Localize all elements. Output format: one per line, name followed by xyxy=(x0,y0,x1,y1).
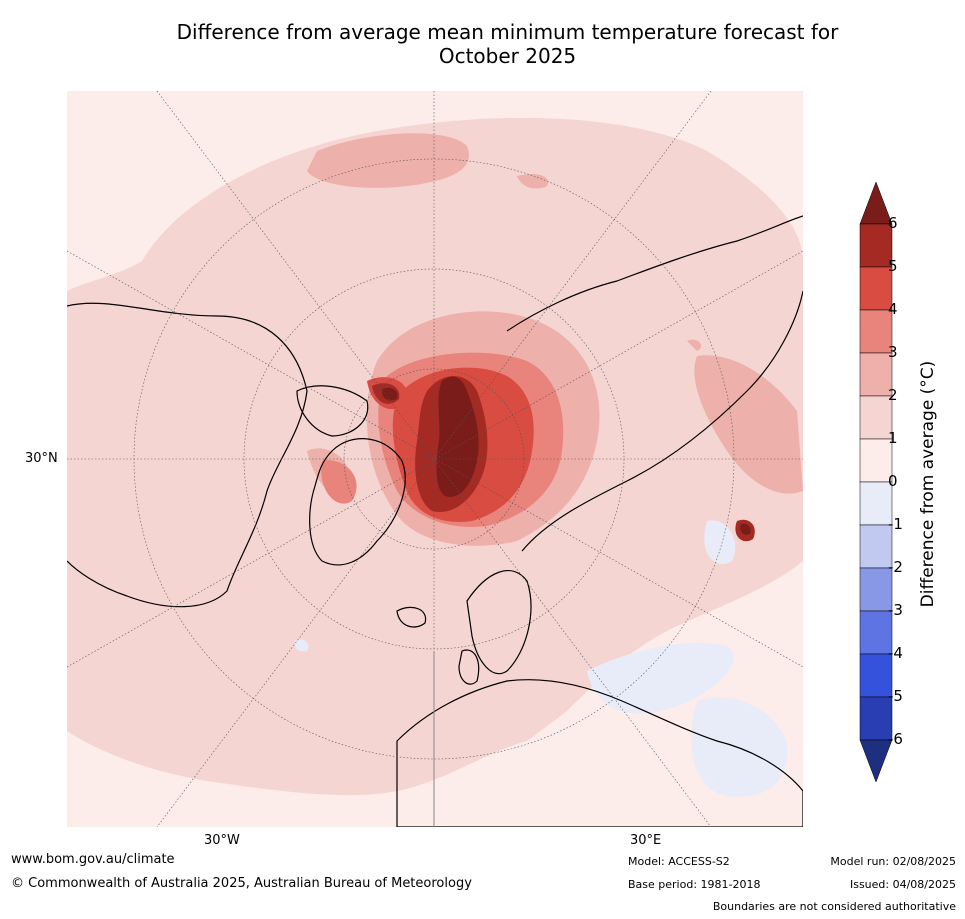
colorbar-tick-label: -6 xyxy=(888,730,903,748)
colorbar-bin xyxy=(859,438,893,483)
colorbar-tick-label: -5 xyxy=(888,687,903,705)
lon-label-30e: 30°E xyxy=(630,833,662,848)
lon-label-30w: 30°W xyxy=(204,833,240,848)
europe-outline xyxy=(396,679,803,827)
colorbar-bin xyxy=(859,266,893,311)
colorbar-tick-label: 1 xyxy=(888,429,898,447)
colorbar-tick-label: 3 xyxy=(888,343,898,361)
base-period-text: Base period: 1981-2018 xyxy=(628,878,761,891)
anomaly-minus-1-to-0 xyxy=(294,520,788,797)
colorbar xyxy=(859,182,893,782)
model-run-text: Model run: 02/08/2025 xyxy=(830,855,956,868)
forecast-map[interactable] xyxy=(67,91,803,827)
colorbar-bin xyxy=(859,696,893,741)
colorbar-tick-label: -1 xyxy=(888,515,903,533)
coastlines xyxy=(67,215,803,827)
russia-north-coast xyxy=(506,215,803,332)
scandinavia-outline xyxy=(466,570,532,675)
colorbar-tick-label: 0 xyxy=(888,472,898,490)
website-link[interactable]: www.bom.gov.au/climate xyxy=(11,852,175,867)
colorbar-bin xyxy=(859,653,893,698)
lat-label-30n: 30°N xyxy=(25,451,58,466)
colorbar-extension-bottom xyxy=(859,739,893,782)
disclaimer-text: Boundaries are not considered authoritat… xyxy=(712,900,956,913)
colorbar-tick-label: 6 xyxy=(888,214,898,232)
colorbar-tick-label: 4 xyxy=(888,300,898,318)
colorbar-tick-label: -3 xyxy=(888,601,903,619)
issued-text: Issued: 04/08/2025 xyxy=(849,878,956,891)
colorbar-bin xyxy=(859,223,893,268)
colorbar-bin xyxy=(859,395,893,440)
colorbar-tick-label: 2 xyxy=(888,386,898,404)
colorbar-bin xyxy=(859,567,893,612)
colorbar-bin xyxy=(859,481,893,526)
chart-title: Difference from average mean minimum tem… xyxy=(0,20,965,68)
colorbar-tick-label: -2 xyxy=(888,558,903,576)
title-line-1: Difference from average mean minimum tem… xyxy=(176,20,839,44)
colorbar-tick-label: 5 xyxy=(888,257,898,275)
north-america-outline xyxy=(67,302,308,608)
colorbar-bin xyxy=(859,352,893,397)
colorbar-tick-label: -4 xyxy=(888,644,903,662)
colorbar-title: Difference from average (°C) xyxy=(918,360,938,608)
eurasia-outline xyxy=(521,290,803,552)
greenland-outline xyxy=(309,438,406,566)
iceland-outline xyxy=(396,606,427,628)
anomaly-above-6 xyxy=(381,376,751,535)
copyright-text: © Commonwealth of Australia 2025, Austra… xyxy=(11,876,472,891)
model-text: Model: ACCESS-S2 xyxy=(628,855,730,868)
colorbar-bin xyxy=(859,610,893,655)
title-line-2: October 2025 xyxy=(438,44,577,68)
graticule xyxy=(67,91,803,827)
canadian-archipelago-outline xyxy=(296,385,369,437)
colorbar-bin xyxy=(859,309,893,354)
colorbar-bin xyxy=(859,524,893,569)
british-isles-outline xyxy=(458,649,480,685)
